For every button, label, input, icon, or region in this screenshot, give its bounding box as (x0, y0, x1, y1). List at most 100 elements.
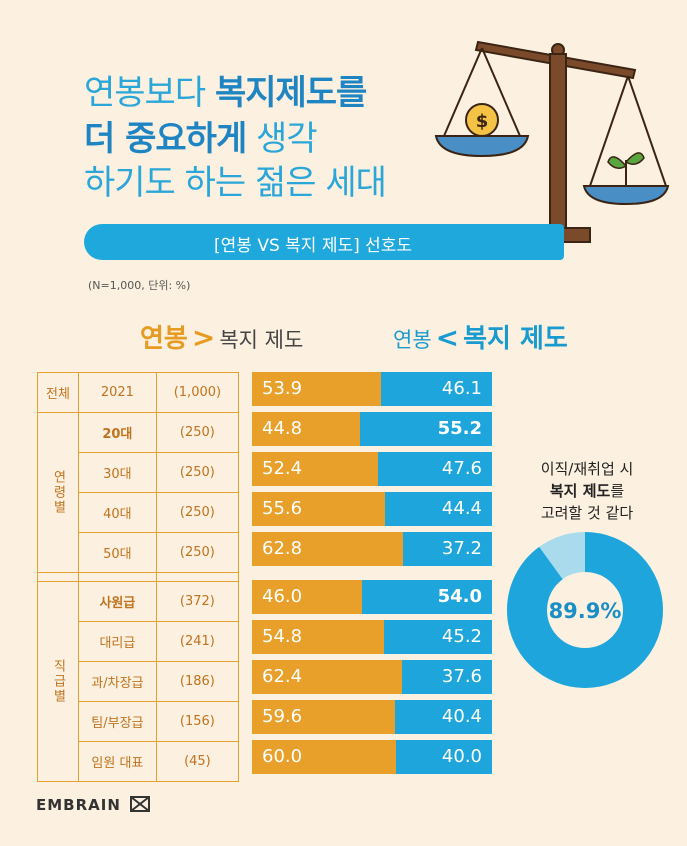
bar-row: 62.8 37.2 (252, 532, 492, 566)
row-label: 20대 (77, 412, 157, 453)
row-count: (250) (155, 412, 240, 453)
legend-welfare: 복지 제도 (463, 324, 568, 354)
bar-salary: 62.4 (252, 660, 402, 694)
bar-row: 54.8 45.2 (252, 620, 492, 654)
legend-salary-over-welfare: 연봉 > 복지 제도 (140, 318, 303, 355)
svg-text:$: $ (476, 111, 489, 132)
row-count: (250) (155, 532, 240, 573)
bar-welfare: 44.4 (385, 492, 492, 526)
row-label: 과/차장급 (77, 661, 157, 702)
legend-welfare-over-salary: 연봉 < 복지 제도 (393, 318, 568, 355)
bar-row: 55.6 44.4 (252, 492, 492, 526)
bar-salary: 60.0 (252, 740, 396, 774)
bar-welfare: 55.2 (360, 412, 492, 446)
table-row: 직급별 사원급 (372) (37, 581, 240, 782)
group-label-age: 연령별 (37, 412, 79, 573)
coin-icon (465, 103, 499, 137)
donut-caption-emphasis: 복지 제도 (549, 482, 611, 500)
bar-row: 44.8 55.2 (252, 412, 492, 446)
row-count: (156) (155, 701, 240, 742)
table-row: 대리급 (241) (38, 621, 240, 662)
bar-row: 59.6 40.4 (252, 700, 492, 734)
row-label: 대리급 (77, 621, 157, 662)
donut-caption-line: 고려할 것 같다 (540, 504, 634, 522)
title-line-1: 연봉보다 복지제도를 (84, 70, 367, 116)
donut-caption: 이직/재취업 시 복지 제도를 고려할 것 같다 (502, 458, 672, 524)
row-label: 팀/부장급 (77, 701, 157, 742)
donut-value-label: 89.9% (549, 599, 622, 623)
row-label: 전체 (37, 372, 79, 413)
bar-salary: 54.8 (252, 620, 384, 654)
brand-logo: EMBRAIN (36, 796, 151, 814)
scale-illustration: $ (434, 40, 670, 243)
title-emphasis: 복지제도를 (214, 73, 367, 113)
bar-row: 60.0 40.0 (252, 740, 492, 774)
table-row: 40대 (250) (38, 492, 240, 533)
bar-welfare: 54.0 (362, 580, 492, 614)
row-label: 사원급 (77, 581, 157, 622)
banner-text: [연봉 VS 복지 제도] 선호도 (214, 236, 413, 256)
row-label: 2021 (77, 372, 157, 413)
legend-salary: 연봉 (140, 324, 188, 354)
logo-icon (130, 796, 151, 812)
bar-welfare: 37.2 (403, 532, 492, 566)
title-text: 하기도 하는 젊은 세대 (84, 163, 387, 203)
sample-note: (N=1,000, 단위: %) (88, 279, 191, 292)
bar-welfare: 45.2 (384, 620, 492, 654)
bar-salary: 59.6 (252, 700, 395, 734)
row-label: 임원 대표 (77, 741, 157, 782)
title-text: 연봉보다 (84, 73, 215, 113)
row-label: 40대 (77, 492, 157, 533)
legend-symbol: > (191, 321, 216, 354)
table-row: 임원 대표 (45) (38, 741, 240, 782)
bar-row: 62.4 37.6 (252, 660, 492, 694)
title-line-2: 더 중요하게 생각 (84, 116, 318, 162)
row-count: (241) (155, 621, 240, 662)
title-emphasis: 더 중요하게 (84, 119, 247, 159)
bar-welfare: 37.6 (402, 660, 492, 694)
title-text: 생각 (246, 119, 318, 159)
row-count: (372) (155, 581, 240, 622)
bar-salary: 55.6 (252, 492, 385, 526)
row-count: (45) (155, 741, 240, 782)
table-row: 연령별 20대 (250) (37, 412, 240, 573)
donut-chart: 89.9% (507, 532, 663, 688)
bar-salary: 62.8 (252, 532, 403, 566)
bar-row: 53.9 46.1 (252, 372, 492, 406)
legend-welfare: 복지 제도 (219, 328, 304, 352)
table-row: 과/차장급 (186) (38, 661, 240, 702)
stacked-bar-chart: 53.9 46.1 44.8 55.2 52.4 47.6 55.6 44.4 62.8 37.2… (252, 372, 492, 780)
table-row: 30대 (250) (38, 452, 240, 493)
donut-slice-main (507, 532, 663, 688)
table-row: 50대 (250) (38, 532, 240, 573)
bar-salary: 53.9 (252, 372, 381, 406)
bar-row: 52.4 47.6 (252, 452, 492, 486)
group-label-position: 직급별 (37, 581, 79, 782)
table-row: 전체 2021 (1,000) (37, 372, 240, 413)
category-table: 전체 2021 (1,000) 연령별 20대 (250) 30대 (250) … (37, 372, 240, 782)
title-line-3: 하기도 하는 젊은 세대 (84, 160, 387, 206)
row-count: (250) (155, 492, 240, 533)
donut-caption-text: 를 (610, 482, 625, 500)
bar-welfare: 40.0 (396, 740, 492, 774)
donut-caption-line: 이직/재취업 시 (540, 460, 634, 478)
row-label: 30대 (77, 452, 157, 493)
bar-row: 46.0 54.0 (252, 580, 492, 614)
row-count: (250) (155, 452, 240, 493)
bar-welfare: 46.1 (381, 372, 492, 406)
bar-salary: 44.8 (252, 412, 360, 446)
sprout-icon (607, 152, 645, 186)
row-count: (1,000) (155, 372, 240, 413)
row-label: 50대 (77, 532, 157, 573)
bar-welfare: 40.4 (395, 700, 492, 734)
logo-text: EMBRAIN (36, 796, 121, 814)
table-spacer (37, 572, 240, 582)
bar-welfare: 47.6 (378, 452, 492, 486)
legend-salary: 연봉 (393, 328, 432, 352)
legend-symbol: < (435, 321, 460, 354)
donut-caption-line: 복지 제도를 (502, 480, 672, 502)
bar-salary: 52.4 (252, 452, 378, 486)
bar-salary: 46.0 (252, 580, 362, 614)
table-row: 팀/부장급 (156) (38, 701, 240, 742)
row-count: (186) (155, 661, 240, 702)
